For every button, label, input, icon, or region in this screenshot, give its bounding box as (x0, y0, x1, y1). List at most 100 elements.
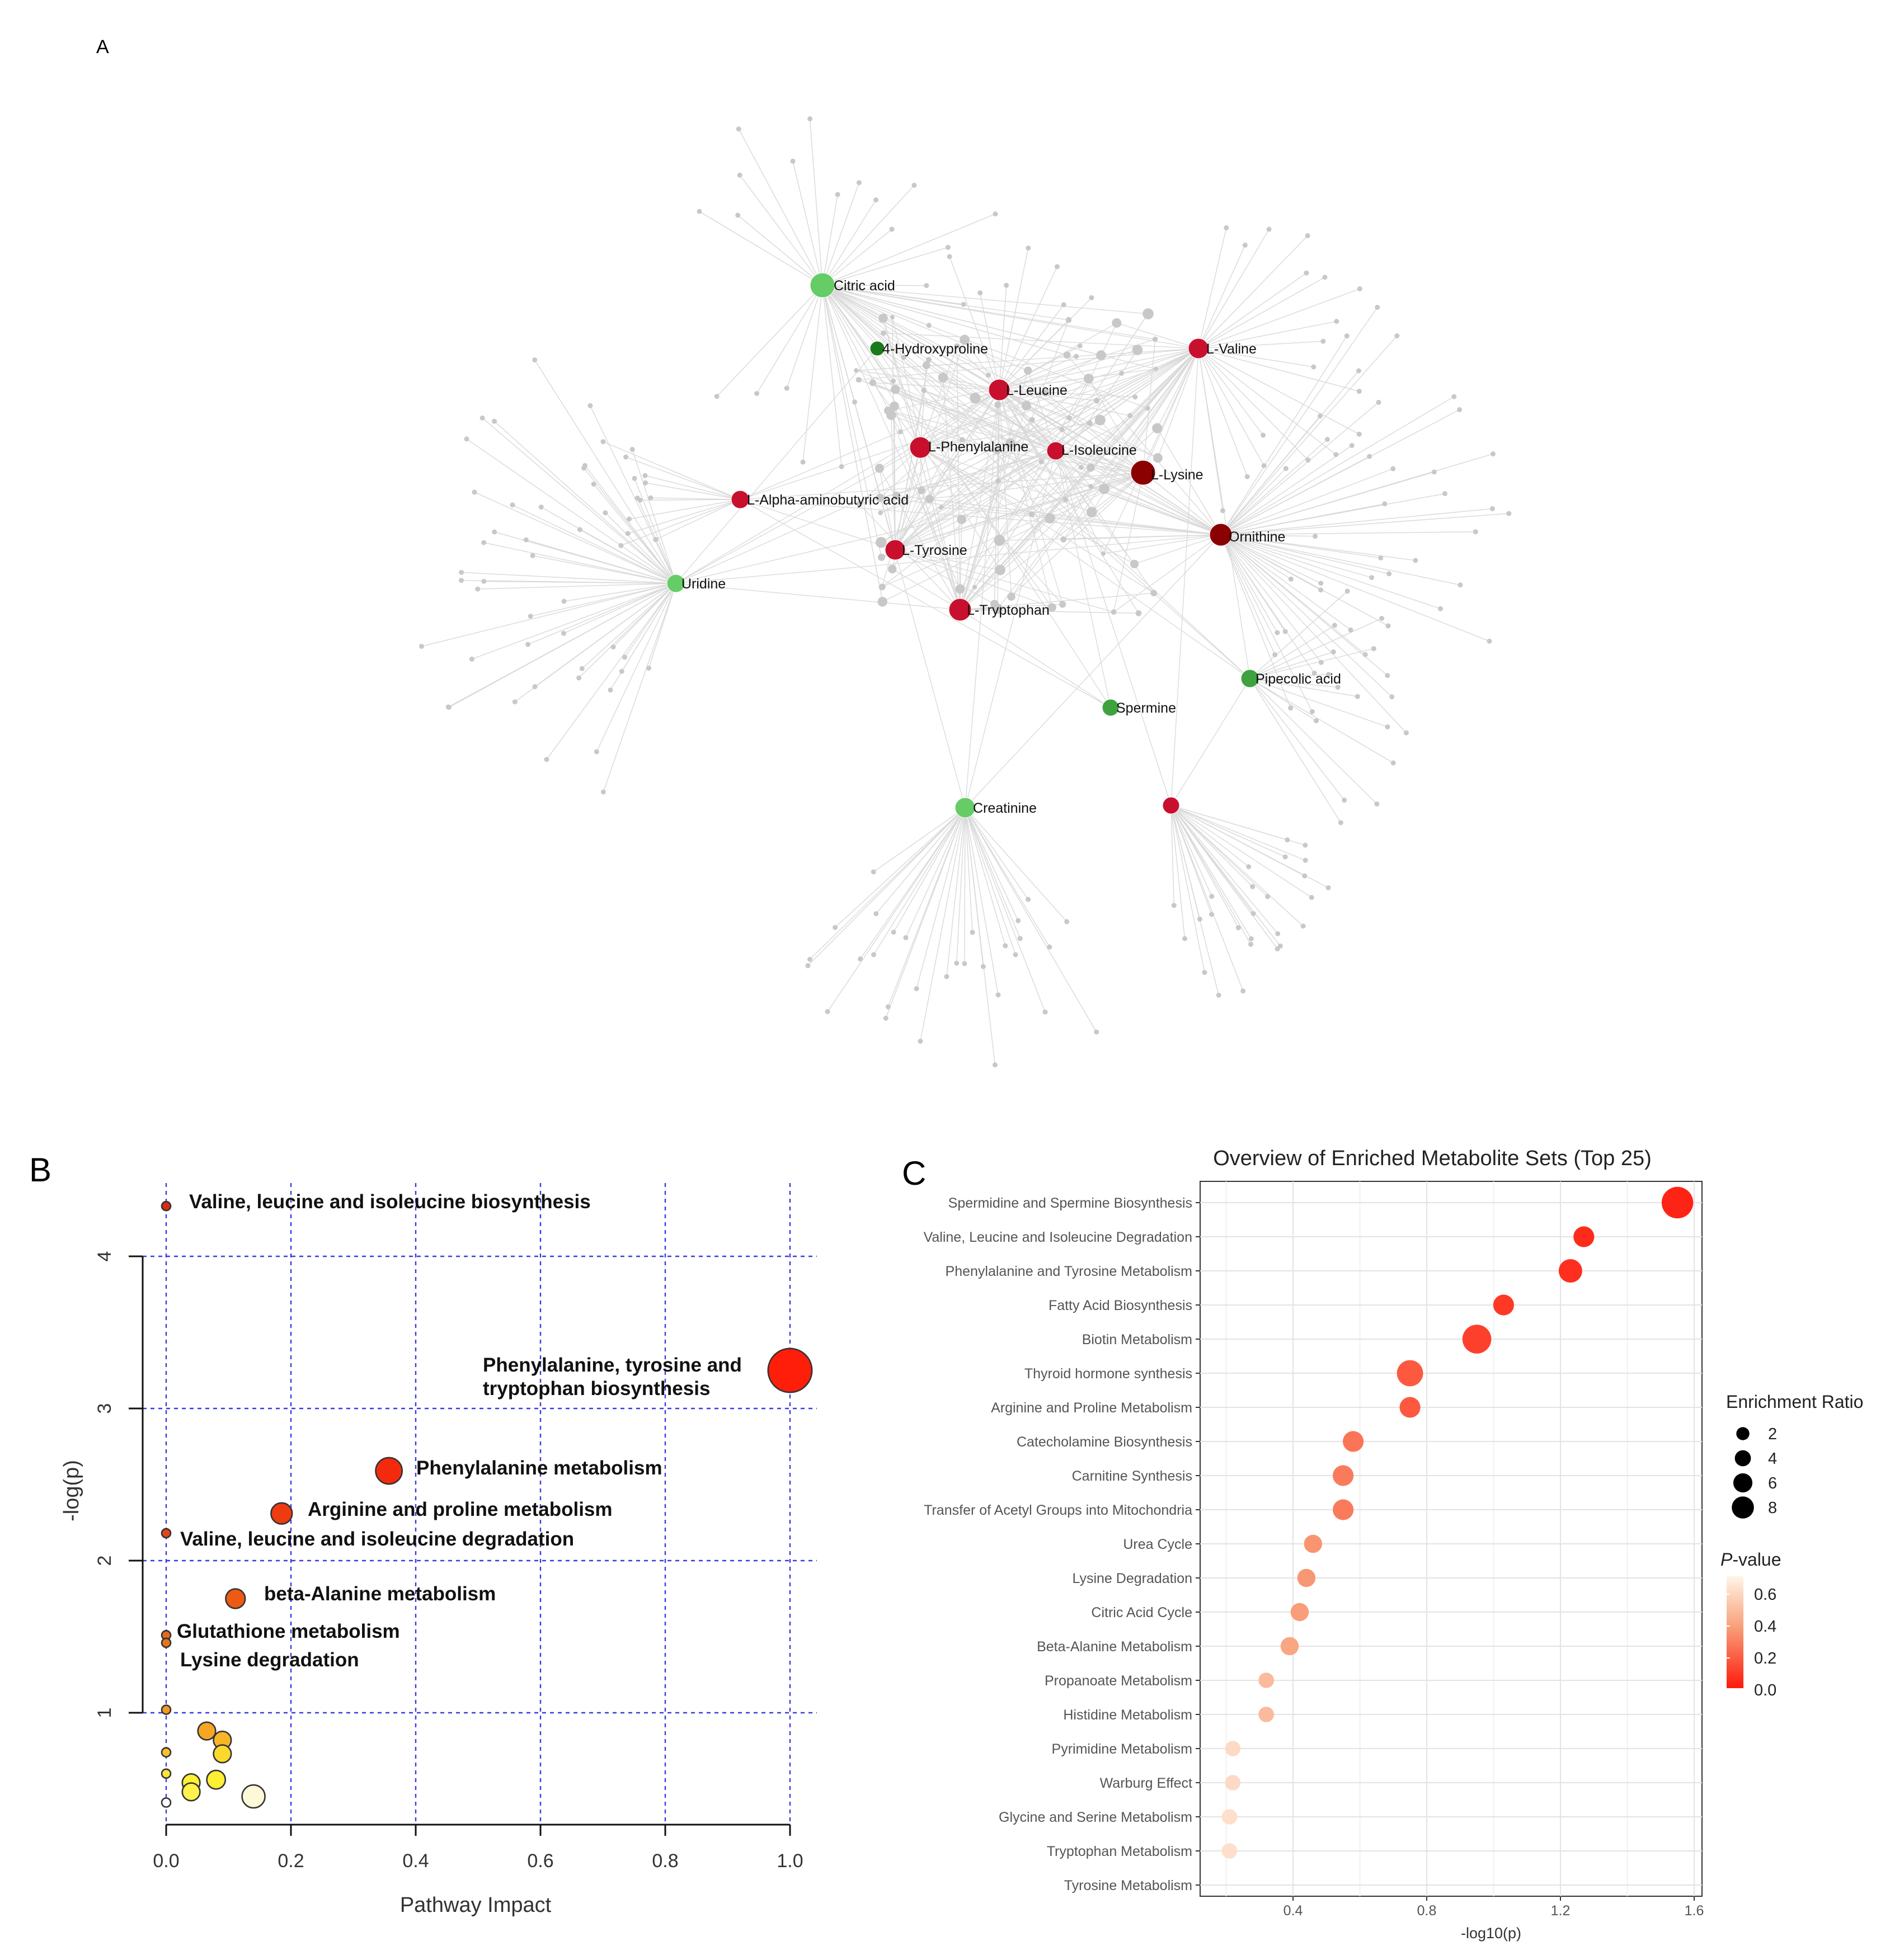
network-edge (603, 583, 676, 793)
network-edge (590, 405, 676, 584)
network-edge (1170, 348, 1199, 806)
network-peripheral-node (1431, 469, 1437, 475)
network-peripheral-node (1314, 718, 1319, 724)
network-edge (942, 377, 961, 610)
network-peripheral-node (1220, 508, 1225, 513)
network-edge (892, 317, 961, 610)
network-peripheral-node (1283, 466, 1289, 472)
network-node-label: L-Alpha-aminobutyric acid (747, 492, 909, 508)
network-edge (1198, 348, 1250, 679)
network-edge (960, 472, 1144, 610)
network-edge (739, 175, 823, 286)
network-edge (1011, 472, 1144, 597)
network-core-node (995, 564, 1005, 576)
network-edge (835, 807, 966, 928)
network-edge (1220, 534, 1322, 584)
network-peripheral-node (1266, 227, 1272, 232)
network-edge (965, 807, 1046, 1012)
network-peripheral-node (1317, 413, 1323, 419)
network-peripheral-node (885, 1004, 891, 1010)
network-peripheral-node (622, 654, 627, 660)
network-peripheral-node (1272, 652, 1278, 657)
network-edge (920, 368, 1156, 448)
legend-enrichment-ratio: Enrichment Ratio 2 4 6 8 (1726, 1392, 1863, 1519)
network-peripheral-node (1344, 333, 1350, 339)
network-edge (822, 285, 884, 333)
network-peripheral-node (1356, 389, 1362, 394)
network-core-node (878, 583, 886, 591)
network-peripheral-node (1324, 437, 1330, 442)
network-peripheral-node (1322, 275, 1328, 280)
network-peripheral-node (648, 495, 653, 501)
network-edge (1170, 805, 1239, 928)
network-peripheral-node (1089, 295, 1094, 300)
network-node-label: 4-Hydroxyproline (882, 341, 988, 357)
network-edge (1220, 445, 1352, 535)
network-hub-node (666, 574, 685, 593)
network-edge (1220, 453, 1493, 535)
network-peripheral-node (1305, 458, 1311, 463)
network-edge (822, 285, 927, 286)
panel-c-enrichment-point (1280, 1637, 1299, 1656)
panel-c-letter: C (902, 1155, 926, 1192)
network-edge (1198, 272, 1307, 349)
network-edge (1055, 450, 1144, 473)
network-edge (822, 285, 1250, 679)
network-core-node (954, 343, 960, 349)
network-core-node (990, 600, 999, 609)
network-edge (896, 494, 1221, 535)
network-edge (1170, 805, 1286, 858)
network-peripheral-node (1054, 264, 1060, 270)
network-edge (965, 807, 984, 967)
network-edge (999, 266, 1058, 390)
network-edge (965, 807, 1006, 946)
network-edge (530, 583, 676, 617)
network-core-node (1062, 497, 1069, 502)
network-peripheral-node (1375, 304, 1380, 310)
network-peripheral-node (1282, 629, 1288, 634)
panel-c-category-label: Tyrosine Metabolism (1064, 1878, 1192, 1893)
network-peripheral-node (1385, 724, 1390, 729)
network-edge (965, 807, 1021, 939)
panel-c-category-label: Pyrimidine Metabolism (1052, 1741, 1192, 1757)
panel-b-pathway-impact: B 1 2 3 4 0.0 0.2 0.4 0.6 0.8 1.0 Valine, leucine… (29, 1151, 817, 1917)
panel-b-pathway-point (181, 1782, 201, 1802)
network-peripheral-node (627, 516, 632, 522)
network-edge (1249, 678, 1394, 764)
network-edge (634, 478, 676, 584)
panel-c-x-tick-label: 0.4 (1283, 1903, 1303, 1919)
network-edge (1220, 402, 1379, 535)
network-hub-node (1046, 441, 1065, 460)
network-edge (822, 247, 948, 286)
network-node-label: Pipecolic acid (1256, 671, 1341, 687)
network-peripheral-node (532, 684, 538, 690)
panel-c-enrichment-overview: C Overview of Enriched Metabolite Sets (… (902, 1147, 1863, 1942)
network-edge (1249, 678, 1345, 800)
network-edge (822, 285, 1001, 571)
network-hub-node (810, 272, 835, 298)
panel-c-category-label: Urea Cycle (1123, 1537, 1192, 1552)
network-peripheral-node (1438, 606, 1444, 611)
panel-a-network: A Citric acid 4-Hydroxyproline L-Valine L-L… (96, 36, 1512, 1068)
network-edge (822, 285, 882, 558)
network-peripheral-node (1487, 638, 1492, 644)
network-peripheral-node (1265, 894, 1271, 899)
network-hub-node (1162, 797, 1180, 814)
network-edge (1198, 348, 1264, 466)
network-edge (859, 447, 921, 505)
panel-b-pathway-point (270, 1502, 293, 1525)
network-edge (1113, 534, 1221, 613)
network-peripheral-node (1235, 925, 1241, 930)
network-peripheral-node (1303, 858, 1308, 863)
network-core-node (925, 494, 934, 503)
network-edge (627, 499, 741, 534)
network-core-node (1096, 350, 1106, 360)
network-edge (1000, 348, 1199, 571)
network-peripheral-node (608, 687, 613, 693)
panel-c-enrichment-point (1290, 1603, 1309, 1622)
network-peripheral-node (619, 668, 624, 674)
panel-c-x-tick-label: 0.8 (1417, 1903, 1437, 1919)
network-peripheral-node (642, 473, 648, 478)
network-peripheral-node (1304, 270, 1309, 276)
network-peripheral-node (646, 666, 652, 671)
